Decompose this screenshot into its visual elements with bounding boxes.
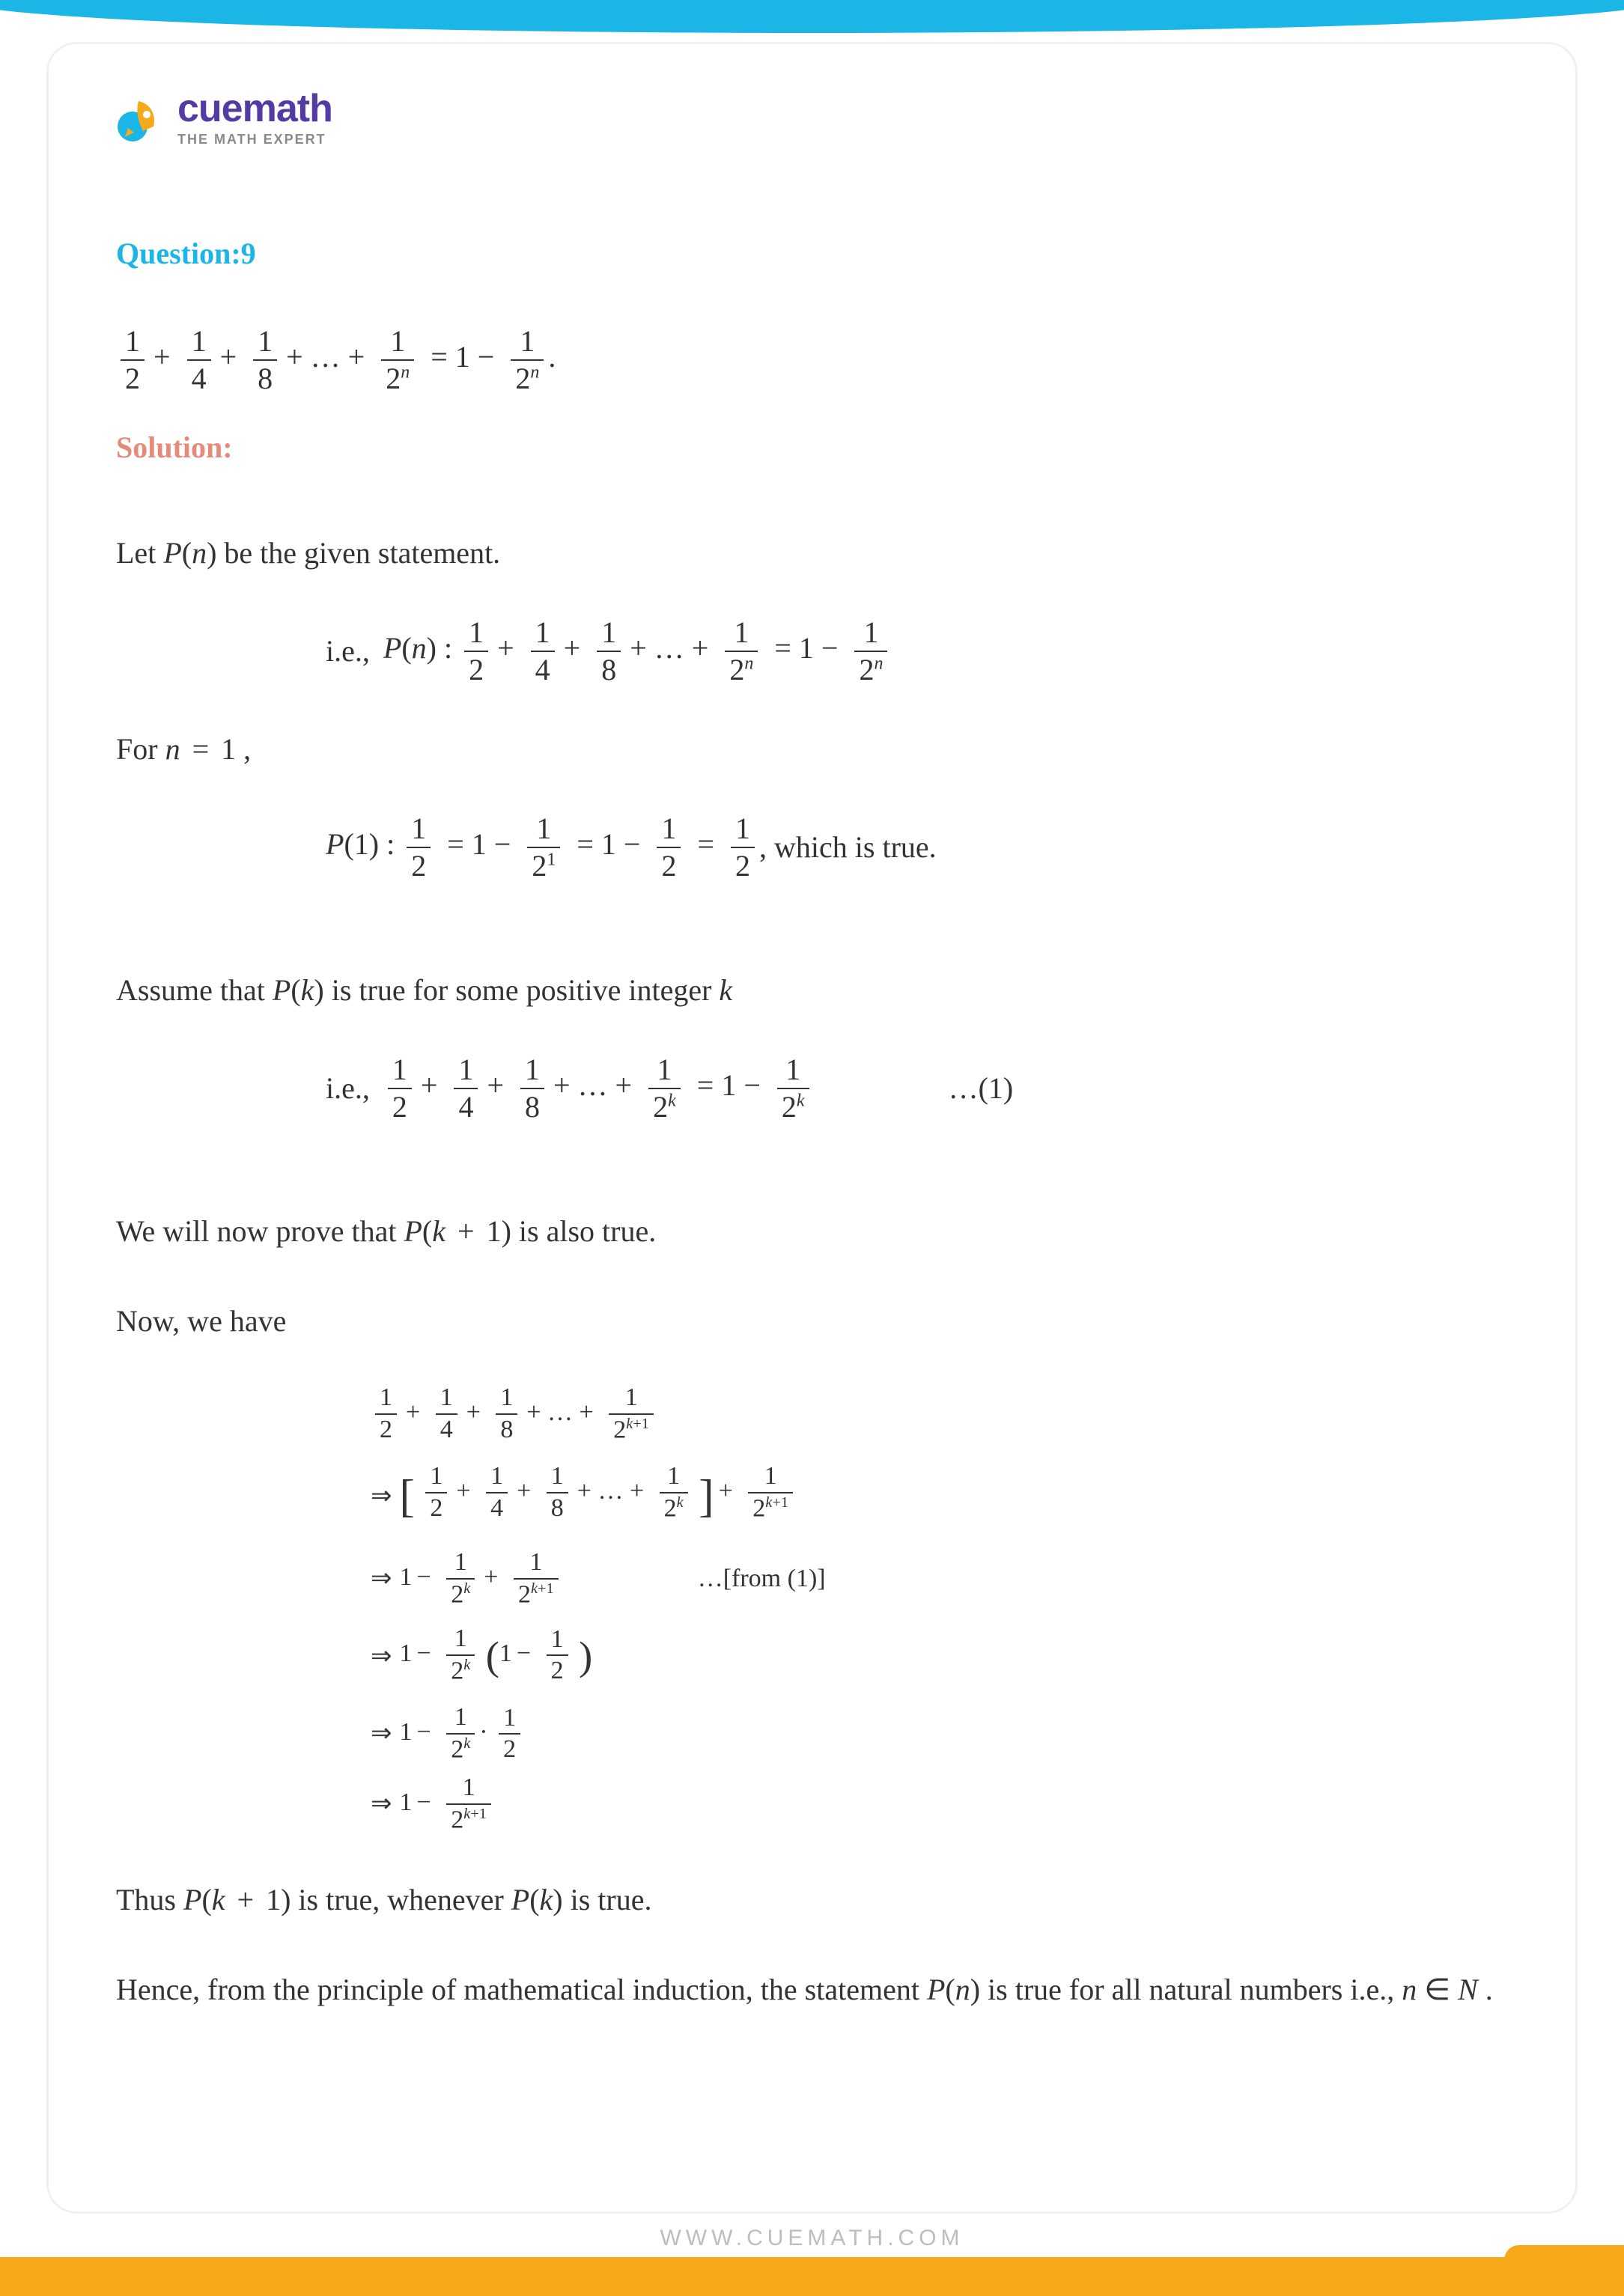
bottom-accent-bar (0, 2257, 1624, 2296)
text: be the given statement. (224, 536, 500, 570)
derivation: 12+ 14+ 18+ … + 12k+1 ⇒ [ 12+ 14+ 18+ … … (371, 1383, 1508, 1836)
page-card: cuemath THE MATH EXPERT Question:9 12+ 1… (46, 42, 1578, 2214)
question-label: Question:9 (116, 236, 1508, 271)
brand-tagline: THE MATH EXPERT (177, 133, 332, 146)
rocket-icon (116, 94, 164, 141)
brand-name: cuemath (177, 89, 332, 128)
footer-url: WWW.CUEMATH.COM (0, 2226, 1624, 2251)
p1-eval: P(1) : 12 = 1 − 121 = 1 − 12 = 12 , whic… (116, 811, 1508, 884)
question-equation: 12+ 14+ 18+ … + 12n = 1 − 12n. (116, 323, 1508, 397)
math-pn: P(n) (163, 536, 216, 570)
statement-pn: i.e., P(n) : 12+ 14+ 18+ … + 12n = 1 − 1… (116, 615, 1508, 688)
solution-label: Solution: (116, 430, 1508, 465)
top-accent-bar (0, 0, 1624, 33)
text: Let (116, 536, 163, 570)
pk-statement: i.e., 12+ 14+ 18+ … + 12k = 1 − 12k …(1) (116, 1052, 1508, 1125)
solution-body: Let P(n) be the given statement. i.e., P… (116, 525, 1508, 2018)
logo: cuemath THE MATH EXPERT (116, 89, 1508, 146)
